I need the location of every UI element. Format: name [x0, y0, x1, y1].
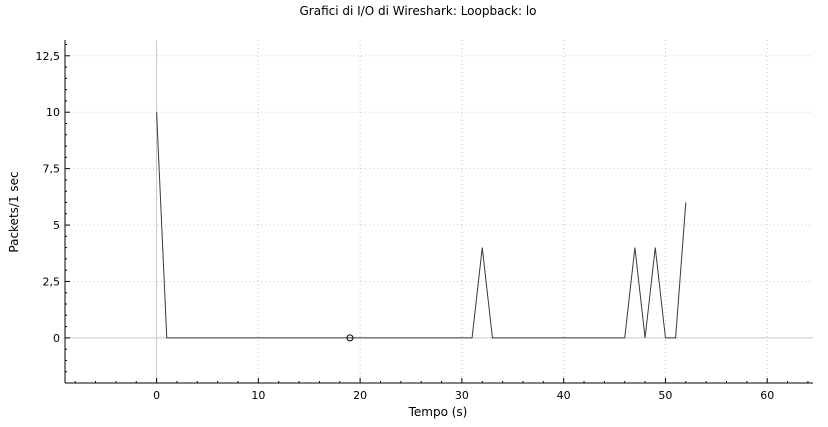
axis-ticks: 0 10 20 30 40 50 60 0 2,5 5 7,5 10 12,5 [36, 44, 809, 402]
y-tick-label: 7,5 [43, 163, 61, 176]
x-tick-label: 20 [353, 389, 367, 402]
y-axis-title: Packets/1 sec [7, 171, 21, 252]
y-tick-label: 10 [46, 106, 60, 119]
y-tick-label: 5 [53, 219, 60, 232]
x-axis-title: Tempo (s) [408, 405, 468, 419]
x-tick-label: 0 [153, 389, 160, 402]
series-line[interactable] [156, 112, 687, 339]
y-tick-label: 2,5 [43, 275, 61, 288]
grid-lines [65, 40, 813, 383]
y-tick-label: 12,5 [36, 50, 61, 63]
x-tick-label: 40 [557, 389, 571, 402]
axes [64, 40, 813, 384]
x-tick-label: 30 [455, 389, 469, 402]
chart-title: Grafici di I/O di Wireshark: Loopback: l… [299, 4, 536, 18]
x-tick-label: 10 [251, 389, 265, 402]
zero-reference-lines [65, 40, 813, 383]
x-tick-label: 50 [658, 389, 672, 402]
y-tick-label: 0 [53, 332, 60, 345]
plot-area[interactable] [156, 112, 687, 342]
x-tick-label: 60 [760, 389, 774, 402]
selected-point-marker[interactable] [346, 334, 354, 342]
